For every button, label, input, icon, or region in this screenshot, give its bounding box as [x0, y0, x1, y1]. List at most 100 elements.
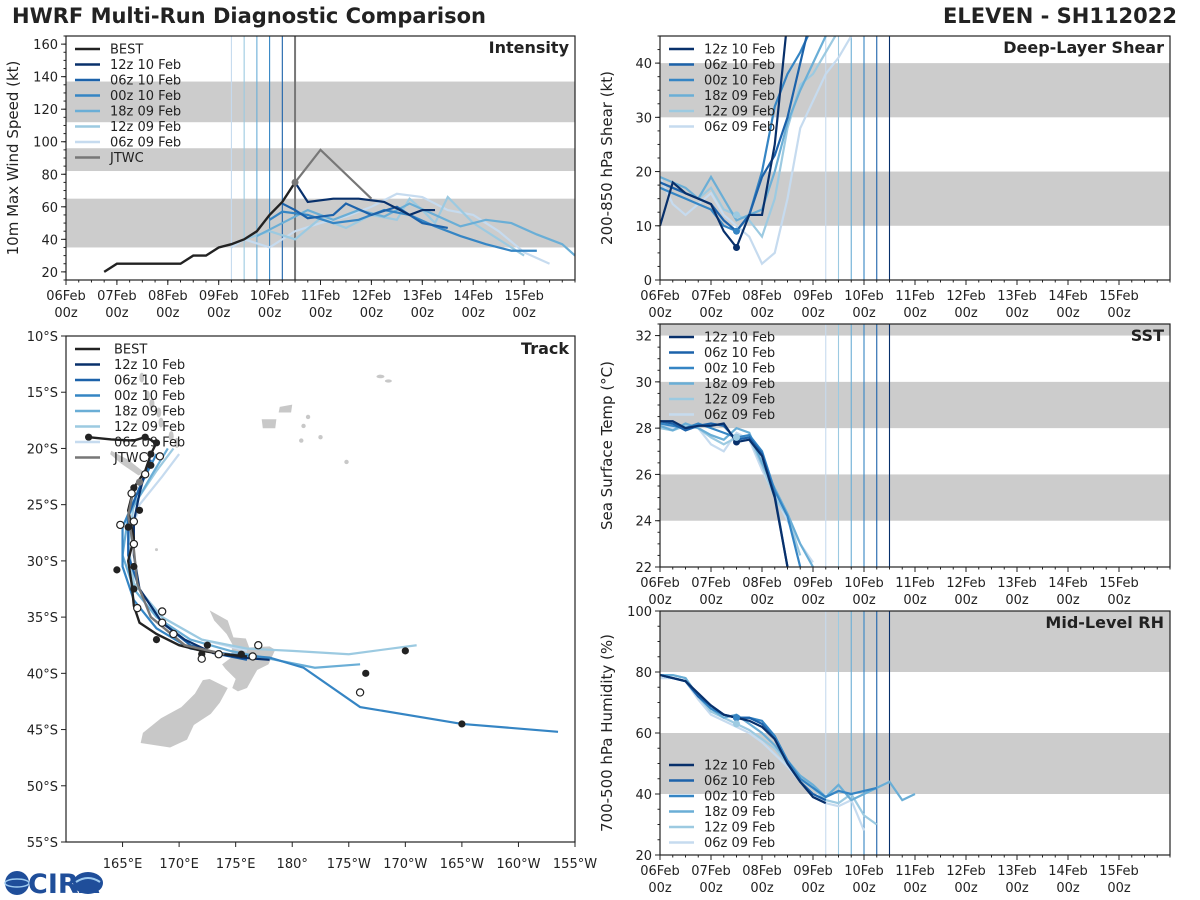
y-tick-label: 0 — [644, 274, 652, 289]
x-tick-label: 00z — [699, 881, 723, 896]
x-tick-label: 12Feb — [946, 289, 986, 304]
x-tick-label: 175°E — [216, 857, 256, 872]
x-tick-label: 160°W — [496, 857, 540, 872]
fiji-islet — [305, 414, 311, 420]
x-tick-label: 08Feb — [742, 864, 782, 879]
x-tick-label: 06Feb — [46, 289, 86, 304]
x-tick-label: 180° — [277, 857, 308, 872]
legend-label: 00z 10 Feb — [704, 74, 775, 89]
legend-label: 06z 09 Feb — [704, 836, 775, 851]
x-tick-label: 08Feb — [742, 576, 782, 591]
x-tick-label: 00z — [1056, 881, 1080, 896]
x-tick-label: 00z — [903, 593, 927, 608]
panel-title: Deep-Layer Shear — [1003, 38, 1164, 57]
x-tick-label: 00z — [258, 306, 282, 321]
x-tick-label: 15Feb — [1099, 576, 1139, 591]
y-tick-label: 80 — [41, 168, 58, 183]
x-tick-label: 00z — [360, 306, 384, 321]
x-tick-label: 170°E — [159, 857, 199, 872]
x-tick-label: 06Feb — [640, 864, 680, 879]
x-tick-label: 09Feb — [793, 576, 833, 591]
x-tick-label: 00z — [954, 593, 978, 608]
storm-id: ELEVEN - SH112022 — [943, 4, 1177, 28]
track-marker-filled — [130, 562, 138, 571]
legend-label: 00z 10 Feb — [704, 362, 775, 377]
x-tick-label: 00z — [309, 306, 333, 321]
x-tick-label: 00z — [699, 593, 723, 608]
x-tick-label: 09Feb — [793, 289, 833, 304]
track-marker-filled — [401, 647, 409, 655]
cira-logo: CIRA — [4, 869, 103, 900]
y-tick-label: 30°S — [27, 555, 58, 570]
legend-label: 06z 09 Feb — [704, 120, 775, 135]
legend-label: 18z 09 Feb — [704, 805, 775, 820]
y-tick-label: 55°S — [27, 836, 58, 851]
legend-label: 06z 10 Feb — [704, 774, 775, 789]
legend-label: 06z 09 Feb — [114, 436, 185, 451]
x-tick-label: 13Feb — [997, 576, 1037, 591]
track-marker-open — [133, 603, 142, 613]
jtwc-marker — [291, 178, 299, 186]
x-tick-label: 15Feb — [1099, 864, 1139, 879]
legend-label: 12z 09 Feb — [704, 821, 775, 836]
x-tick-label: 10Feb — [844, 289, 884, 304]
x-tick-label: 00z — [1056, 306, 1080, 321]
series-line — [660, 673, 827, 805]
legend-label: 12z 10 Feb — [110, 58, 181, 73]
x-tick-label: 00z — [801, 593, 825, 608]
y-axis-label: 700-500 hPa Humidity (%) — [598, 634, 616, 832]
panel-intensity: 20 40 60 80 100 120 140 160 06Feb 00z 07Feb 00z 08Fe… — [4, 35, 576, 321]
y-axis-label: Sea Surface Temp (°C) — [598, 361, 616, 530]
x-tick-label: 00z — [462, 306, 486, 321]
series-line — [660, 676, 866, 832]
legend-label: BEST — [114, 343, 147, 358]
y-tick-label: 26 — [635, 468, 652, 483]
x-tick-label: 14Feb — [1048, 289, 1088, 304]
track-marker-open — [157, 618, 167, 627]
x-tick-label: 09Feb — [793, 864, 833, 879]
shade-band — [66, 148, 575, 172]
y-tick-label: 40 — [635, 57, 652, 72]
legend-label: BEST — [110, 43, 143, 58]
track-marker-filled — [152, 439, 161, 447]
x-tick-label: 00z — [1107, 593, 1131, 608]
panel-title: Mid-Level RH — [1045, 613, 1164, 632]
track-marker-open — [197, 654, 206, 663]
x-tick-label: 00z — [699, 306, 723, 321]
legend-label: 12z 10 Feb — [704, 43, 775, 58]
y-tick-label: 35°S — [27, 611, 58, 626]
series-line — [243, 195, 525, 257]
legend-label: 12z 09 Feb — [704, 393, 775, 408]
jtwc-line — [294, 148, 373, 200]
series-marker — [733, 211, 740, 219]
series-line — [660, 420, 789, 567]
x-tick-label: 00z — [750, 306, 774, 321]
x-tick-label: 00z — [750, 881, 774, 896]
jtwc-track-line — [126, 487, 225, 656]
track-marker-filled — [152, 636, 161, 644]
vanuatu-island — [156, 407, 162, 418]
panel-shear: 0 10 20 30 40 06Feb 00z 07Feb 00z 08Feb 00z 09Feb 00… — [598, 35, 1171, 321]
panel-title: Intensity — [489, 38, 570, 57]
x-tick-label: 00z — [411, 306, 435, 321]
fiji-islet — [301, 423, 306, 429]
x-tick-label: 06Feb — [640, 576, 680, 591]
x-tick-label: 00z — [801, 306, 825, 321]
shade-band — [660, 324, 1170, 336]
x-tick-label: 00z — [954, 306, 978, 321]
vanuatu-island — [158, 417, 164, 428]
legend-label: 12z 09 Feb — [114, 420, 185, 435]
x-tick-label: 10Feb — [844, 864, 884, 879]
y-tick-label: 120 — [33, 103, 58, 118]
track-marker-filled — [130, 585, 138, 593]
legend-label: JTWC — [113, 451, 148, 466]
x-tick-label: 08Feb — [742, 289, 782, 304]
shade-band — [660, 733, 1170, 794]
samoa-island — [384, 379, 392, 383]
track-line — [127, 447, 417, 656]
track-marker-open — [157, 607, 167, 616]
panel-title: SST — [1131, 326, 1164, 345]
y-tick-label: 20°S — [27, 442, 58, 457]
shade-band — [660, 381, 1170, 429]
